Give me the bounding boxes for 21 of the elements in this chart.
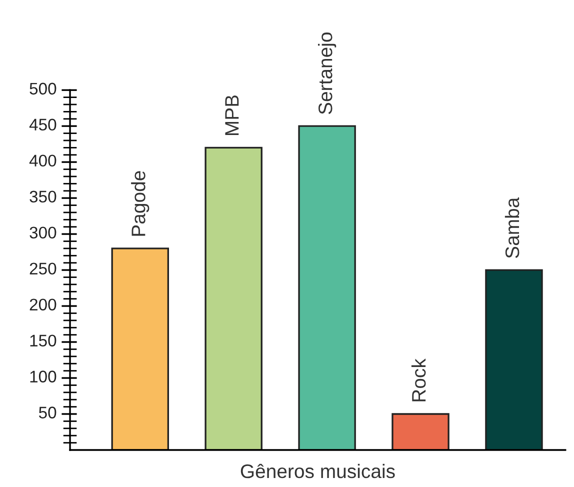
bar (392, 413, 450, 450)
bar (204, 146, 262, 450)
x-tick-label: Sertanejo (318, 32, 336, 114)
x-tick-label: Pagode (131, 171, 150, 236)
x-axis-title: Gêneros musicais (240, 464, 395, 478)
y-tick-label: 50 (38, 406, 56, 418)
y-tick-label: 250 (30, 262, 56, 275)
bar (111, 248, 169, 450)
y-tick-label: 350 (30, 190, 56, 203)
y-tick-label: 500 (30, 82, 56, 95)
y-tick-label: 450 (29, 118, 56, 131)
x-tick-label: MPB (225, 95, 239, 135)
x-tick-label: Rock (411, 358, 426, 402)
y-tick-label: 300 (30, 226, 56, 239)
bar (485, 269, 543, 450)
y-tick-label: 400 (29, 154, 56, 167)
y-tick-label: 150 (30, 334, 56, 346)
x-tick-label: Samba (504, 197, 520, 258)
y-tick-label: 100 (30, 370, 56, 382)
bar (298, 125, 356, 450)
y-tick-label: 200 (30, 298, 56, 311)
